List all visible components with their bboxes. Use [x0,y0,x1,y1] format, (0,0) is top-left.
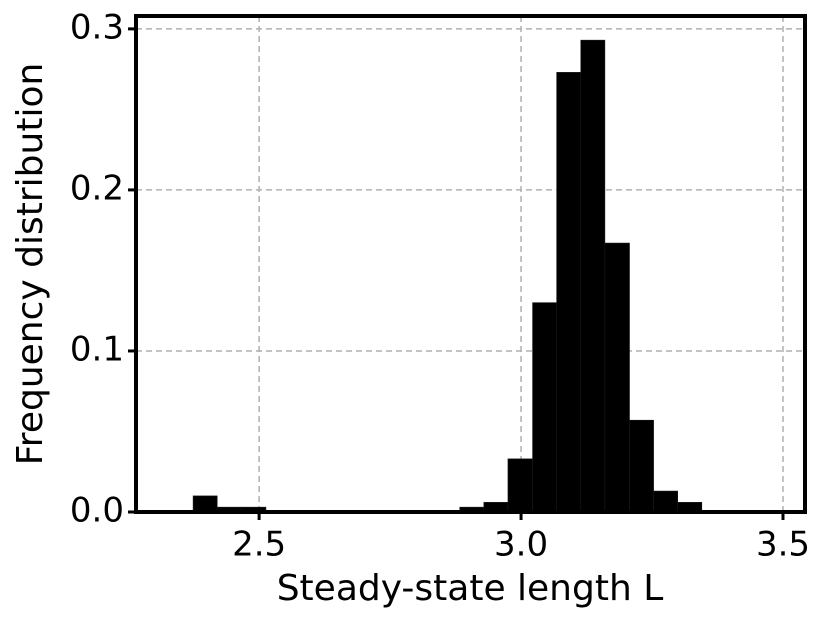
bar [580,39,606,513]
y-tick-label: 0.3 [70,7,124,47]
y-tick-label: 0.0 [70,491,124,531]
y-tick-label: 0.2 [70,168,124,208]
bar [629,419,654,513]
x-tick-label: 3.0 [494,525,548,565]
bar [192,495,218,513]
x-tick-label: 3.5 [756,525,810,565]
bar [507,458,533,513]
plot-frame [134,14,807,514]
bar [604,242,630,513]
x-tick-label: 2.5 [232,525,286,565]
y-axis-label: Frequency distribution [10,63,51,466]
bar [532,302,557,513]
x-axis-label: Steady-state length L [277,568,664,609]
y-tick-label: 0.1 [70,329,124,369]
bar [653,490,678,513]
bar [556,72,582,513]
